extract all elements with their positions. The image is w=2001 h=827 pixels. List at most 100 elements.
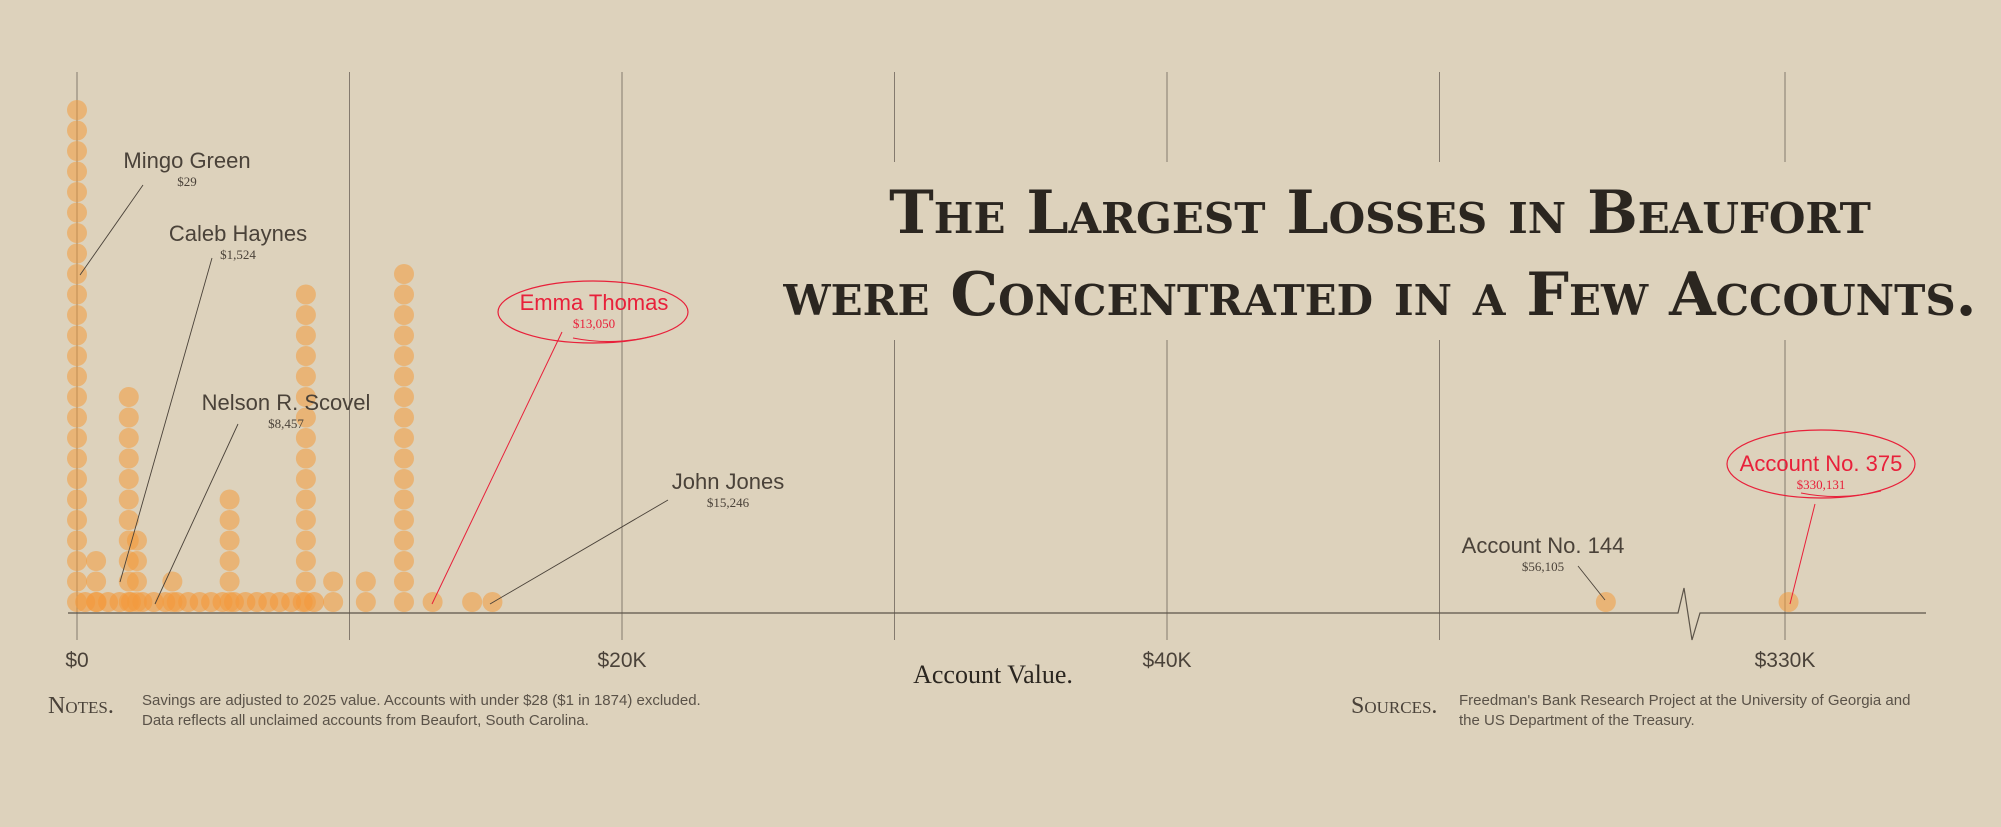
account-dot xyxy=(118,448,139,469)
account-dot xyxy=(295,305,316,325)
x-axis-line xyxy=(68,587,1926,641)
account-dot xyxy=(394,366,414,387)
account-dot xyxy=(219,510,240,530)
account-dot xyxy=(355,571,376,592)
account-dot xyxy=(67,100,87,120)
account-dot xyxy=(295,407,316,428)
x-tick-label: $330K xyxy=(1755,649,1816,672)
account-dot xyxy=(86,571,107,592)
annotation-value: $56,105 xyxy=(1522,559,1564,574)
account-dot xyxy=(67,510,87,530)
account-dot xyxy=(394,305,414,325)
annotation-labels: Mingo Green$29 Caleb Haynes$1,524 Nelson R… xyxy=(123,148,1916,574)
annotation: Emma Thomas$13,050 xyxy=(497,280,689,344)
account-dot xyxy=(67,120,87,141)
annotation-leader xyxy=(431,331,563,605)
account-dot xyxy=(295,469,316,489)
highlight-ellipse-tail xyxy=(1800,490,1882,498)
account-dot xyxy=(394,469,414,489)
account-dot xyxy=(67,571,87,592)
annotation-name: John Jones xyxy=(672,469,785,494)
account-dot xyxy=(295,325,316,346)
notes-line-2: Data reflects all unclaimed accounts fro… xyxy=(142,712,589,729)
x-axis-label: Account Value. xyxy=(913,660,1073,689)
account-dot xyxy=(394,387,414,407)
x-tick-label: $20K xyxy=(597,649,646,672)
account-dot xyxy=(118,428,139,448)
annotation-value: $8,457 xyxy=(268,416,304,431)
account-dot xyxy=(394,551,414,571)
account-dot xyxy=(126,571,147,592)
account-dot xyxy=(1595,592,1616,612)
account-dot xyxy=(295,571,316,592)
account-dot xyxy=(118,407,139,428)
account-dot xyxy=(462,592,483,612)
annotation-leader xyxy=(489,499,669,605)
account-dot xyxy=(394,592,414,612)
account-dot xyxy=(219,571,240,592)
account-dot xyxy=(67,346,87,366)
account-dot xyxy=(118,489,139,510)
annotation-name: Nelson R. Scovel xyxy=(202,390,371,415)
annotation-leader xyxy=(119,257,213,583)
account-dot xyxy=(323,571,344,592)
account-dot xyxy=(295,346,316,366)
chart-title-line-2: were Concentrated in a Few Accounts. xyxy=(782,260,1976,330)
account-dot xyxy=(219,530,240,551)
account-dot xyxy=(295,510,316,530)
account-dot xyxy=(295,448,316,469)
annotation: Nelson R. Scovel$8,457 xyxy=(202,390,371,431)
annotation-leaders xyxy=(79,184,1816,605)
account-dot xyxy=(482,592,503,612)
account-dot xyxy=(394,428,414,448)
account-dot xyxy=(394,284,414,305)
account-dot xyxy=(67,202,87,223)
account-dot xyxy=(67,387,87,407)
account-dot xyxy=(295,530,316,551)
account-dot xyxy=(67,469,87,489)
x-tick-labels: $0 $20K $40K $330K xyxy=(65,649,1815,672)
account-dot xyxy=(394,407,414,428)
account-dot xyxy=(295,284,316,305)
account-dot xyxy=(355,592,376,612)
account-dot xyxy=(67,243,87,264)
account-dot xyxy=(394,448,414,469)
account-dot xyxy=(67,407,87,428)
account-dot xyxy=(67,551,87,571)
account-dot xyxy=(67,530,87,551)
account-dot xyxy=(118,387,139,407)
sources-heading: Sources. xyxy=(1351,693,1437,719)
account-dot xyxy=(86,551,107,571)
x-tick-label: $40K xyxy=(1142,649,1191,672)
annotation-name: Mingo Green xyxy=(123,148,250,173)
highlight-ellipse xyxy=(1726,429,1916,499)
notes-line-1: Savings are adjusted to 2025 value. Acco… xyxy=(142,692,701,709)
notes-heading: Notes. xyxy=(48,693,114,719)
account-dot xyxy=(219,489,240,510)
annotation-name: Emma Thomas xyxy=(520,290,669,315)
annotation-value: $330,131 xyxy=(1797,477,1846,492)
annotation: Account No. 375$330,131 xyxy=(1726,429,1916,499)
account-dot xyxy=(67,325,87,346)
account-dot xyxy=(67,448,87,469)
annotation-name: Account No. 375 xyxy=(1740,451,1903,476)
annotation-value: $15,246 xyxy=(707,495,750,510)
account-dot xyxy=(67,141,87,161)
account-dot xyxy=(67,305,87,325)
annotation-value: $1,524 xyxy=(220,247,256,262)
account-dot xyxy=(394,325,414,346)
data-dots xyxy=(67,100,1799,612)
x-axis-baseline-with-break xyxy=(68,587,1926,641)
account-dot xyxy=(295,428,316,448)
annotation-name: Caleb Haynes xyxy=(169,221,307,246)
annotation-leader xyxy=(154,423,239,605)
chart-title-line-1: The Largest Losses in Beaufort xyxy=(889,178,1871,248)
account-dot xyxy=(219,551,240,571)
highlight-ellipse-tail xyxy=(572,335,654,343)
account-dot xyxy=(295,551,316,571)
annotation-leader xyxy=(1577,565,1606,601)
account-dot xyxy=(126,551,147,571)
account-dot xyxy=(394,530,414,551)
account-dot xyxy=(118,469,139,489)
